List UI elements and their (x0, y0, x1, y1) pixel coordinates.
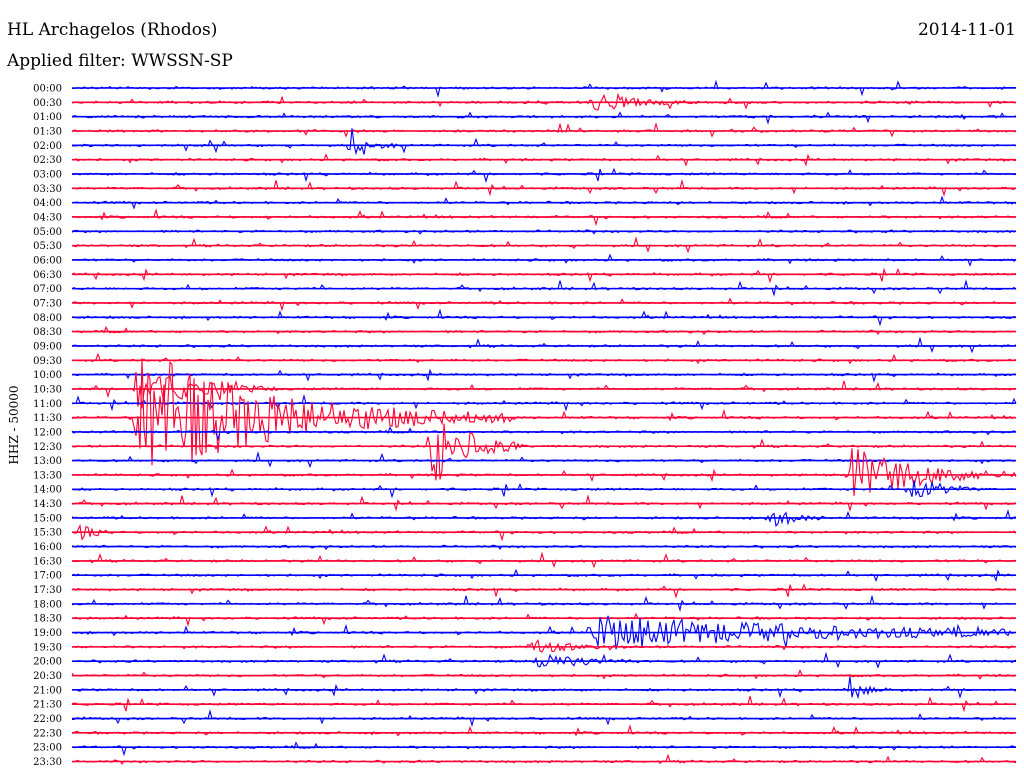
trace-line (71, 267, 1017, 284)
row-label: 13:00 (33, 456, 62, 467)
row-labels-group: 00:00 00:30 01:00 01:30 02:00 02:30 03:00 03:30… (33, 84, 62, 769)
row-label: 06:00 (33, 255, 62, 266)
filter-label-text: Applied filter: (7, 51, 126, 71)
row-label: 06:30 (33, 270, 62, 281)
row-label: 18:00 (33, 599, 62, 610)
row-label: 02:30 (33, 155, 62, 166)
trace-line (71, 279, 1017, 297)
row-label: 08:00 (33, 313, 62, 324)
row-label: 10:00 (33, 370, 62, 381)
row-label: 22:30 (33, 728, 62, 739)
date-label: 2014-11-01 (917, 20, 1016, 40)
row-label: 05:00 (33, 227, 62, 238)
trace-line (71, 612, 1017, 627)
trace-line (71, 724, 1017, 737)
row-label: 17:00 (33, 571, 62, 582)
row-label: 10:30 (33, 384, 62, 395)
row-label: 02:00 (33, 141, 62, 152)
trace-line (71, 167, 1017, 184)
row-label: 00:00 (33, 84, 62, 95)
trace-line (71, 368, 1017, 383)
row-label: 15:30 (33, 528, 62, 539)
trace-line (71, 583, 1017, 599)
row-label: 21:30 (33, 700, 62, 711)
trace-line (71, 594, 1017, 613)
row-label: 13:30 (33, 470, 62, 481)
row-label: 07:30 (33, 298, 62, 309)
trace-line (71, 741, 1017, 757)
row-label: 16:00 (33, 542, 62, 553)
row-label: 01:30 (33, 126, 62, 137)
row-label: 23:00 (33, 743, 62, 754)
row-label: 05:30 (33, 241, 62, 252)
trace-line (71, 121, 1017, 138)
row-label: 09:30 (33, 356, 62, 367)
row-label: 17:30 (33, 585, 62, 596)
row-label: 12:30 (33, 442, 62, 453)
trace-line (71, 111, 1017, 125)
row-label: 22:00 (33, 714, 62, 725)
row-label: 03:00 (33, 169, 62, 180)
row-label: 08:30 (33, 327, 62, 338)
trace-line (71, 676, 1017, 700)
traces-group (71, 79, 1017, 765)
row-label: 23:30 (33, 757, 62, 768)
row-label: 11:30 (33, 413, 62, 424)
row-label: 11:00 (33, 399, 62, 410)
row-label: 19:30 (33, 642, 62, 653)
row-label: 00:30 (33, 98, 62, 109)
row-label: 04:00 (33, 198, 62, 209)
row-label: 16:30 (33, 556, 62, 567)
row-label: 09:00 (33, 341, 62, 352)
row-label: 14:30 (33, 499, 62, 510)
trace-line (71, 753, 1017, 765)
row-label: 14:00 (33, 485, 62, 496)
trace-line (71, 297, 1017, 312)
row-label: 03:30 (33, 184, 62, 195)
row-label: 12:00 (33, 427, 62, 438)
station-title: HL Archagelos (Rhodos) (7, 20, 218, 40)
trace-line (71, 336, 1017, 354)
filter-label: Applied filter: WWSSN-SP (7, 51, 233, 71)
row-label: 18:30 (33, 614, 62, 625)
row-label: 21:00 (33, 685, 62, 696)
row-label: 04:30 (33, 212, 62, 223)
row-label: 15:00 (33, 513, 62, 524)
trace-line (71, 325, 1016, 335)
filter-value: WWSSN-SP (131, 51, 233, 71)
row-label: 19:00 (33, 628, 62, 639)
row-label: 01:00 (33, 112, 62, 123)
trace-line (71, 352, 1017, 365)
trace-line (71, 128, 1017, 156)
row-label: 20:30 (33, 671, 62, 682)
trace-line (71, 669, 1017, 680)
row-label: 20:00 (33, 657, 62, 668)
row-label: 07:00 (33, 284, 62, 295)
